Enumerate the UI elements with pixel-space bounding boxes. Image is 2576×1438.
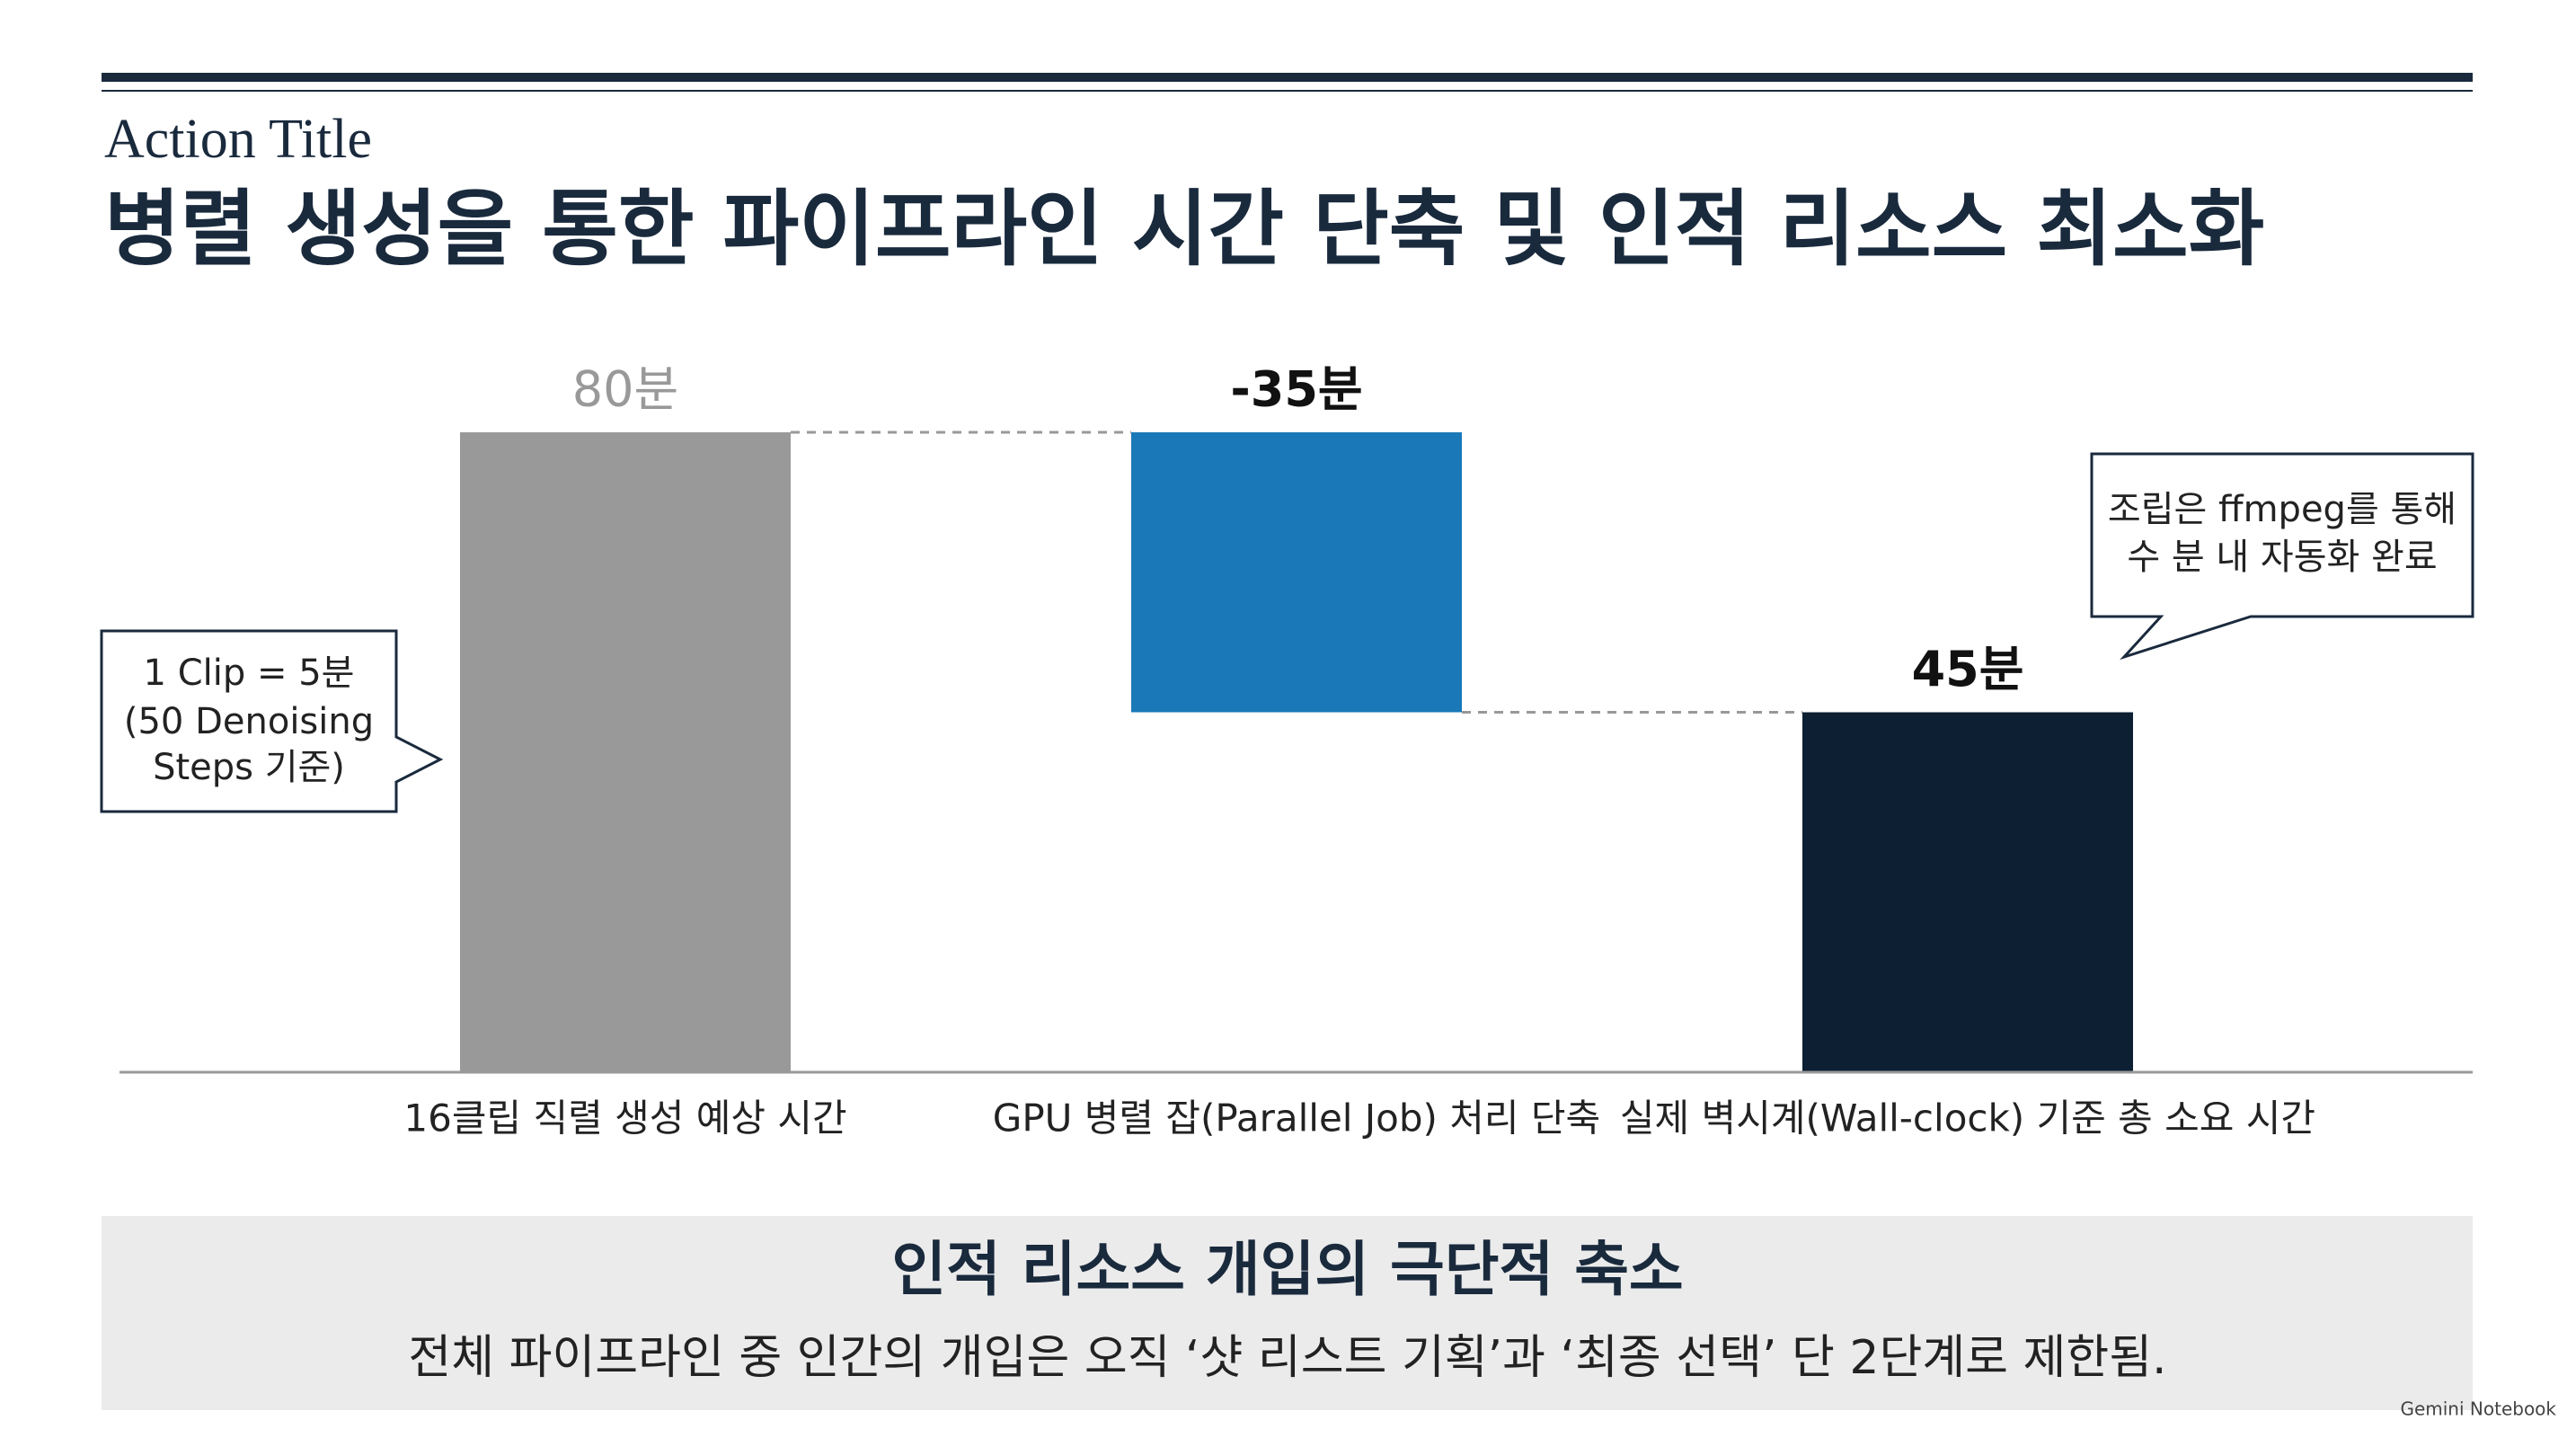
callout-right: 조립은 ffmpeg를 통해 수 분 내 자동화 완료 bbox=[2090, 452, 2474, 661]
value-label: -35분 bbox=[1230, 361, 1362, 418]
callout-text: (50 Denoising bbox=[124, 701, 374, 742]
x-tick-label: GPU 병렬 잡(Parallel Job) 처리 단축 bbox=[993, 1096, 1600, 1141]
plot: 80분 16클립 직렬 생성 예상 시간 -35분 GPU 병렬 잡(Parallel… bbox=[403, 361, 2315, 1141]
summary-panel bbox=[102, 1216, 2473, 1410]
callout-text: 조립은 ffmpeg를 통해 bbox=[2108, 489, 2456, 530]
callout-text: 1 Clip = 5분 bbox=[144, 652, 355, 694]
summary-heading: 인적 리소스 개입의 극단적 축소 bbox=[891, 1235, 1683, 1304]
value-label: 45분 bbox=[1912, 641, 2024, 697]
bar bbox=[1131, 432, 1462, 713]
top-rule-thin bbox=[102, 90, 2473, 92]
callout-left: 1 Clip = 5분 (50 Denoising Steps 기준) bbox=[100, 629, 444, 813]
summary-body: 전체 파이프라인 중 인간의 개입은 오직 ‘샷 리스트 기획’과 ‘최종 선택… bbox=[408, 1331, 2166, 1385]
x-tick-label: 16클립 직렬 생성 예상 시간 bbox=[403, 1096, 846, 1141]
bar bbox=[460, 432, 791, 1072]
callout-text: Steps 기준) bbox=[153, 747, 345, 788]
callout-text: 수 분 내 자동화 완료 bbox=[2127, 537, 2437, 578]
callout-box bbox=[100, 629, 444, 813]
headline: 병렬 생성을 통한 파이프라인 시간 단축 및 인적 리소스 최소화 bbox=[104, 181, 2264, 277]
x-tick-label: 실제 벽시계(Wall-clock) 기준 총 소요 시간 bbox=[1620, 1096, 2315, 1141]
callout-box bbox=[2090, 452, 2474, 661]
value-label: 80분 bbox=[572, 361, 678, 418]
bar bbox=[1802, 712, 2133, 1072]
kicker: Action Title bbox=[104, 109, 372, 170]
top-rule bbox=[102, 73, 2473, 82]
watermark: Gemini Notebook bbox=[2400, 1398, 2556, 1420]
